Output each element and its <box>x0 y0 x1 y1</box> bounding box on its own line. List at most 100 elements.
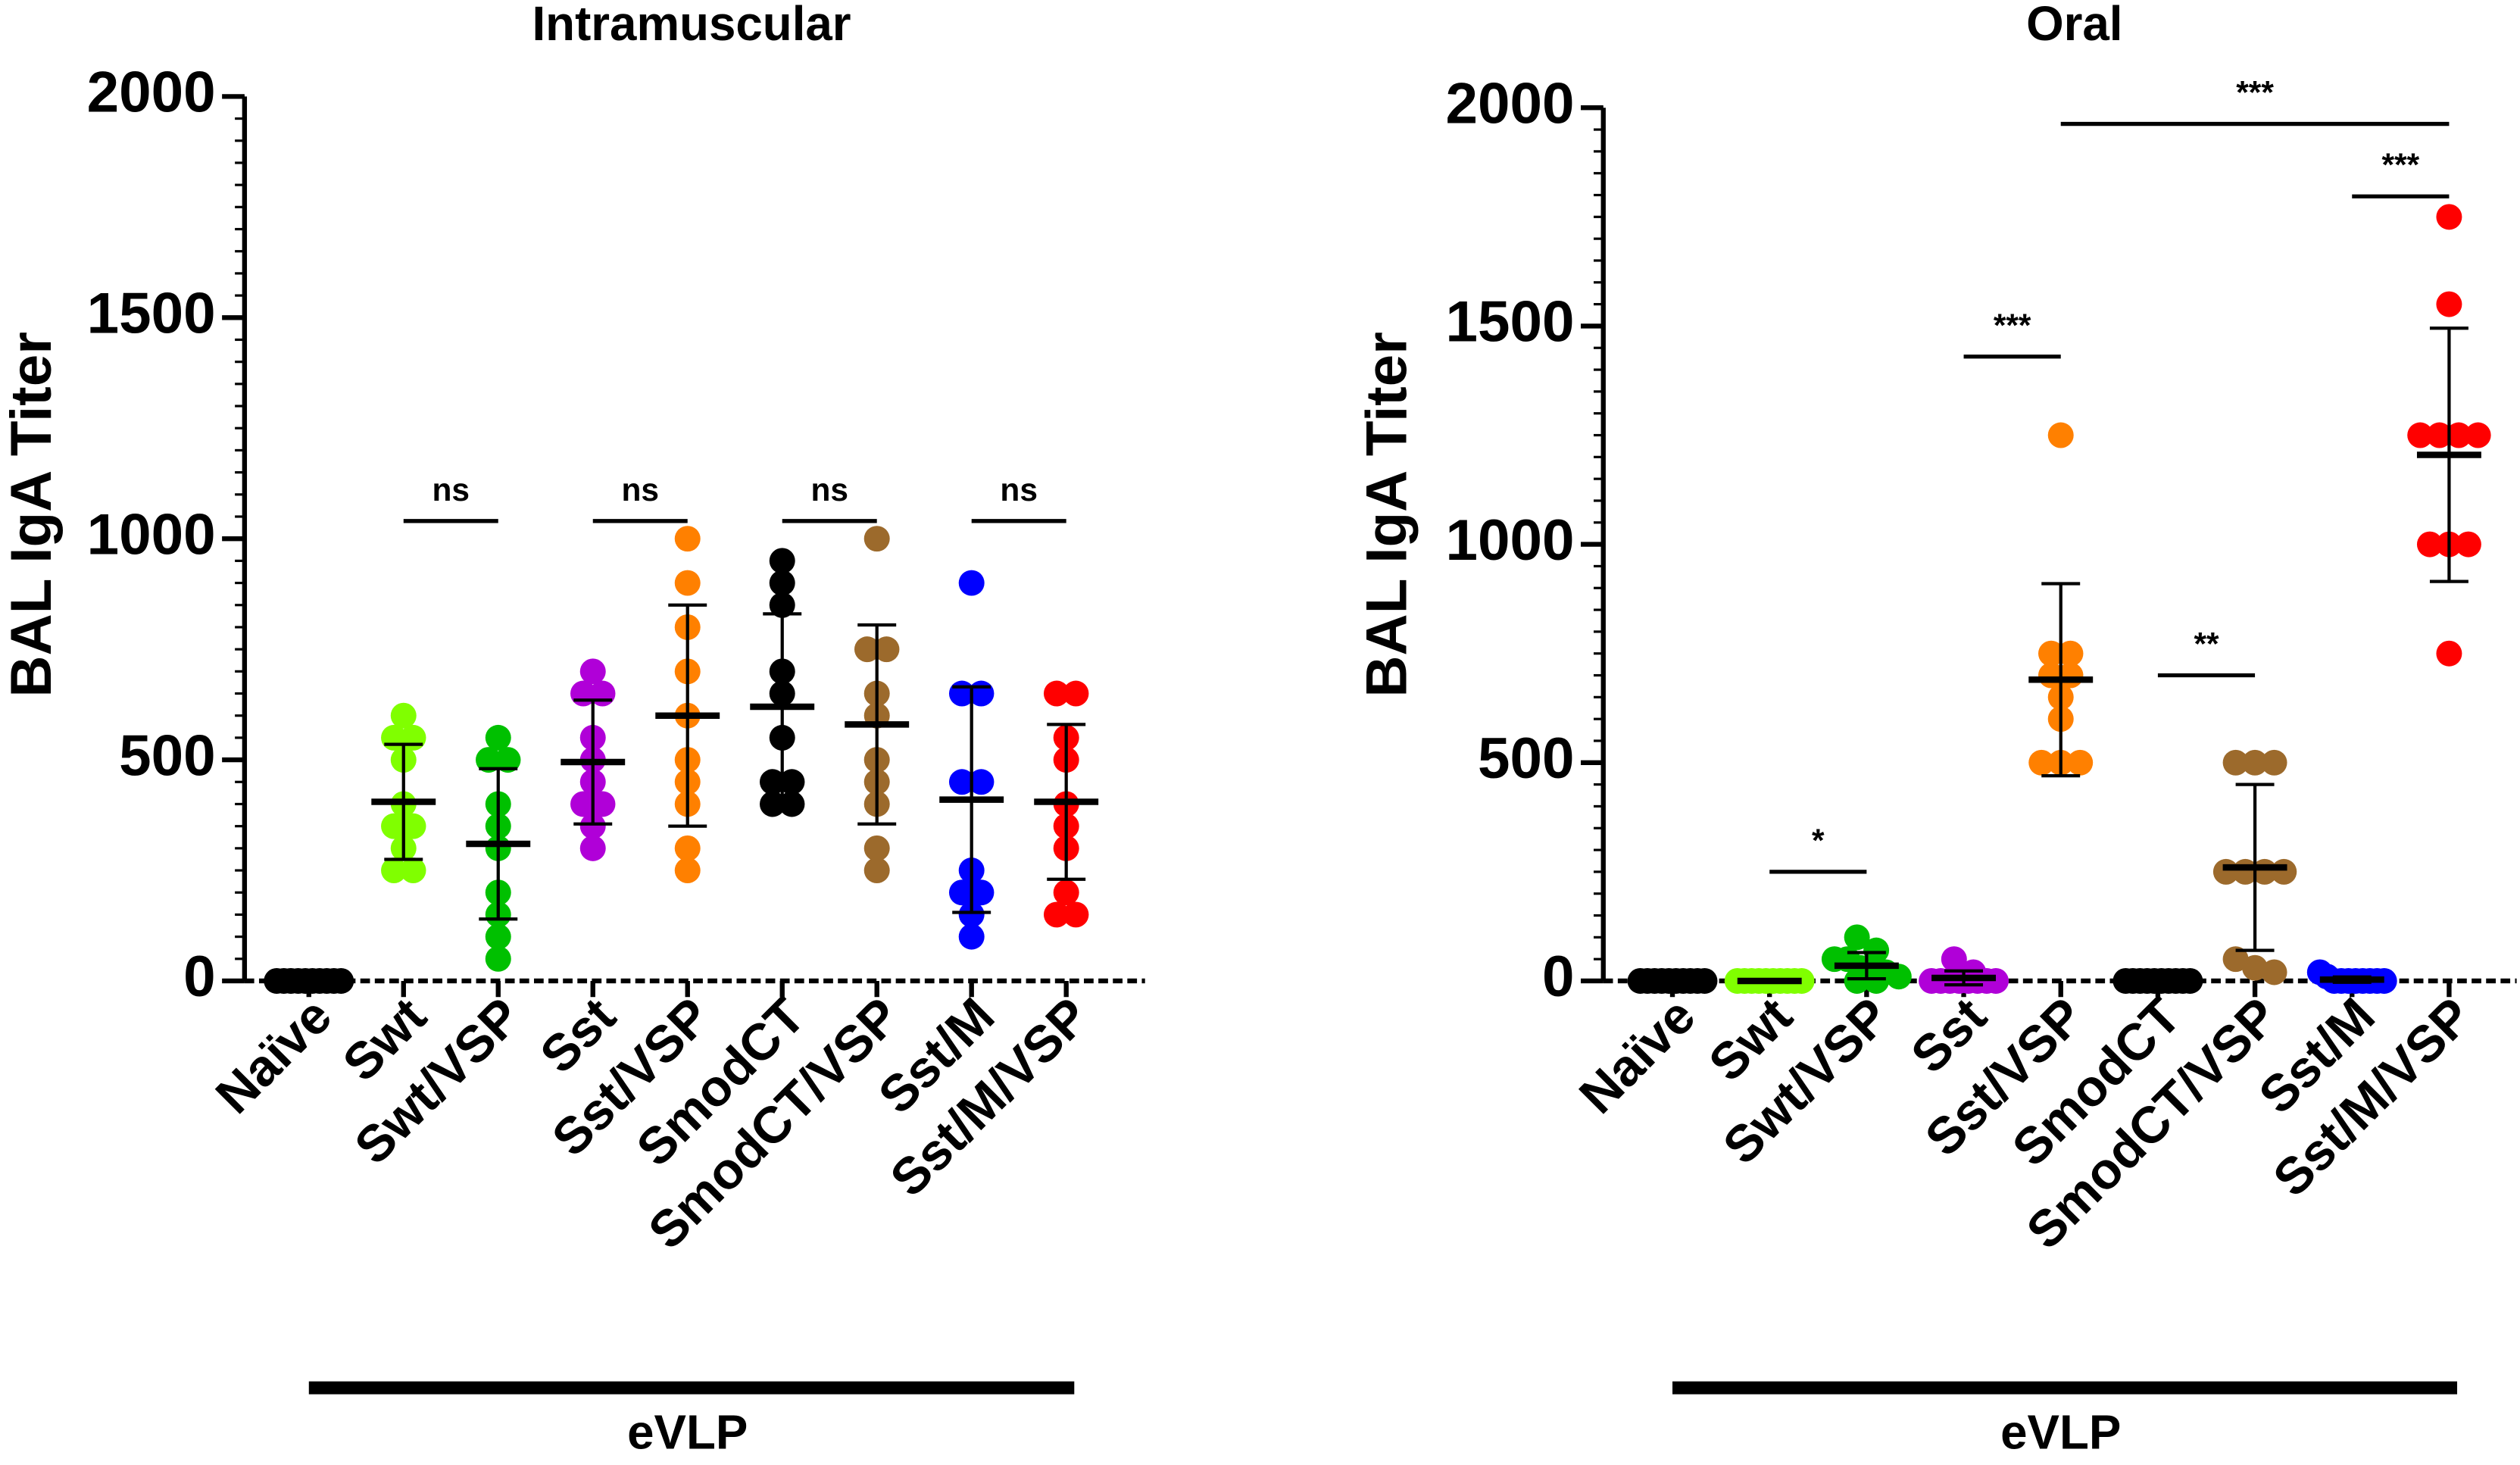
y-tick-label: 1500 <box>87 281 216 345</box>
data-dot <box>495 747 521 773</box>
data-dot <box>863 835 890 861</box>
data-dot <box>1043 680 1070 707</box>
data-dot <box>589 791 616 817</box>
y-tick-label: 0 <box>183 945 216 1009</box>
data-dot <box>1043 901 1070 928</box>
data-dot <box>2426 422 2453 448</box>
data-dot <box>873 636 900 663</box>
significance-label: ns <box>1000 472 1038 508</box>
data-dot <box>381 857 408 884</box>
data-dot <box>759 791 785 817</box>
data-dot <box>2242 749 2269 776</box>
group-label: eVLP <box>2000 1406 2121 1460</box>
panel-title: Oral <box>2026 0 2122 51</box>
data-dot <box>1885 964 1912 990</box>
data-dot <box>674 526 701 552</box>
data-dot <box>854 636 880 663</box>
y-tick-label: 0 <box>1542 945 1575 1009</box>
data-dot <box>485 923 511 950</box>
data-dot <box>2038 640 2064 667</box>
panel-title: Intramuscular <box>532 0 851 51</box>
significance-label: * <box>1812 823 1825 858</box>
data-dot <box>769 570 795 596</box>
significance-label: ns <box>621 472 659 508</box>
data-dot <box>1844 968 1870 994</box>
data-dot <box>968 769 995 795</box>
data-dot <box>759 769 785 795</box>
x-tick-label: Naïve <box>205 987 342 1124</box>
y-axis-label: BAL IgA Titer <box>1355 332 1419 698</box>
data-dot <box>2455 531 2481 558</box>
data-dot <box>863 526 890 552</box>
data-dot <box>968 879 995 906</box>
data-dot <box>674 570 701 596</box>
data-dot <box>485 945 511 972</box>
significance-label: ns <box>432 472 470 508</box>
data-dot <box>2261 959 2287 986</box>
data-dot <box>2028 749 2055 776</box>
data-dot <box>579 658 606 685</box>
data-dot <box>2436 291 2462 317</box>
data-dot <box>2446 422 2472 448</box>
data-dot <box>579 835 606 861</box>
data-dot <box>1941 946 1967 973</box>
data-dot <box>2407 422 2434 448</box>
data-dot <box>1863 968 1890 994</box>
data-dot <box>2242 954 2269 981</box>
data-dot <box>400 857 426 884</box>
data-dot <box>2261 749 2287 776</box>
significance-label: *** <box>2236 75 2274 111</box>
significance-label: ns <box>810 472 848 508</box>
data-dot <box>674 857 701 884</box>
data-dot <box>769 548 795 574</box>
data-dot <box>2465 422 2491 448</box>
y-tick-label: 2000 <box>1446 71 1575 136</box>
data-dot <box>2436 640 2462 667</box>
x-tick-label: Naïve <box>1569 987 1706 1124</box>
y-tick-label: 500 <box>119 723 215 788</box>
data-dot <box>328 968 354 994</box>
data-dot <box>1844 924 1870 951</box>
data-dot <box>485 724 511 751</box>
data-dot <box>958 901 985 928</box>
data-dot <box>2436 204 2462 230</box>
data-dot <box>400 813 426 839</box>
y-tick-label: 1500 <box>1446 290 1575 355</box>
data-dot <box>2271 858 2297 885</box>
y-axis-label: BAL IgA Titer <box>0 332 64 698</box>
data-dot <box>863 857 890 884</box>
y-tick-label: 2000 <box>87 61 216 125</box>
data-dot <box>390 702 417 729</box>
data-dot <box>579 813 606 839</box>
y-tick-label: 500 <box>1478 726 1574 791</box>
data-dot <box>674 835 701 861</box>
data-dot <box>779 791 805 817</box>
data-dot <box>2057 640 2084 667</box>
data-dot <box>948 769 975 795</box>
data-dot <box>476 747 502 773</box>
data-dot <box>958 923 985 950</box>
significance-label: *** <box>2382 147 2420 183</box>
data-dot <box>2067 749 2094 776</box>
data-dot <box>381 813 408 839</box>
data-dot <box>2416 531 2443 558</box>
data-dot <box>769 592 795 618</box>
data-dot <box>779 769 805 795</box>
y-tick-label: 1000 <box>87 502 216 567</box>
data-dot <box>1063 680 1089 707</box>
data-dot <box>1863 937 1890 964</box>
data-dot <box>958 570 985 596</box>
data-dot <box>2222 749 2249 776</box>
data-dot <box>2222 946 2249 973</box>
significance-label: *** <box>1994 308 2031 343</box>
data-dot <box>948 879 975 906</box>
data-dot <box>2047 422 2074 448</box>
data-dot <box>1053 879 1079 906</box>
group-label: eVLP <box>627 1406 748 1460</box>
significance-label: ** <box>2194 626 2219 662</box>
data-dot <box>1063 901 1089 928</box>
data-dot <box>570 791 596 817</box>
y-tick-label: 1000 <box>1446 508 1575 573</box>
